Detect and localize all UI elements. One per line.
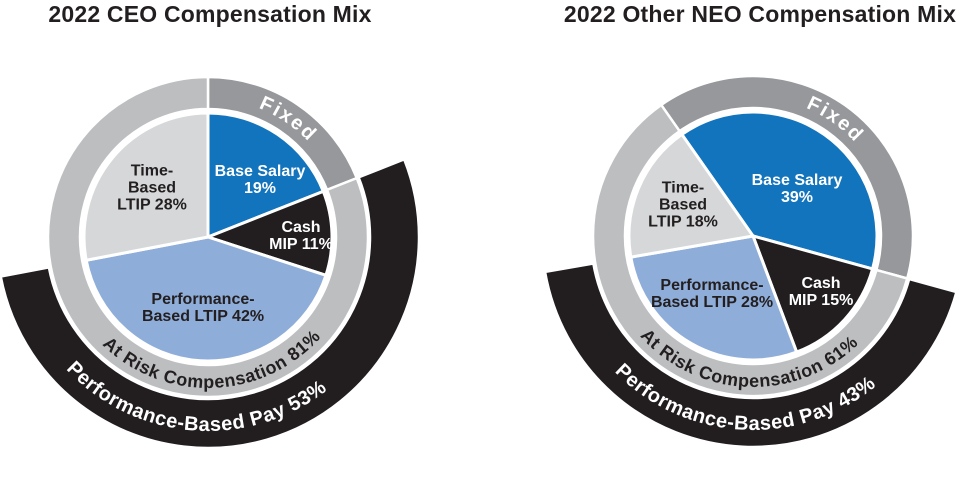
ceo-slice-performance-based-ltip: [84, 235, 328, 363]
other-neo-slice-label-base-salary: Base Salary 39%: [752, 172, 843, 206]
ceo-slice-label-performance-based-ltip: Performance-Based LTIP 42%: [142, 291, 264, 325]
neo-chart-title: 2022 Other NEO Compensation Mix: [563, 1, 957, 27]
other-neo-slice-time-based-ltip: [627, 132, 755, 259]
ceo-band-performance-based-pay: [0, 157, 421, 450]
other-neo-slice-label-time-based-ltip: Time-Based LTIP 18%: [648, 180, 718, 231]
ceo-ring-at-risk: [46, 75, 370, 399]
other-neo-ring-at-risk: [591, 103, 909, 398]
ceo-slice-label-cash-mip: Cash MIP 11%: [269, 219, 333, 253]
other-neo-slice-label-performance-based-ltip: Performance-Based LTIP 28%: [651, 277, 773, 311]
other-neo-slice-label-cash-mip: Cash MIP 15%: [789, 275, 854, 309]
ceo-slice-base-salary: [206, 111, 325, 239]
other-neo-band-performance-based-pay: [543, 262, 958, 449]
ceo-slice-label-time-based-ltip: Time-Based LTIP 28%: [117, 163, 187, 214]
ceo-slice-label-base-salary: Base Salary 19%: [215, 163, 306, 197]
ceo-slice-cash-mip: [206, 189, 334, 277]
other-neo-slice-performance-based-ltip: [629, 234, 799, 362]
other-neo-slice-cash-mip: [751, 234, 875, 354]
ceo-slice-time-based-ltip: [82, 111, 210, 262]
other-neo-slice-base-salary: [680, 110, 879, 271]
ceo-chart-title: 2022 CEO Compensation Mix: [48, 1, 372, 27]
